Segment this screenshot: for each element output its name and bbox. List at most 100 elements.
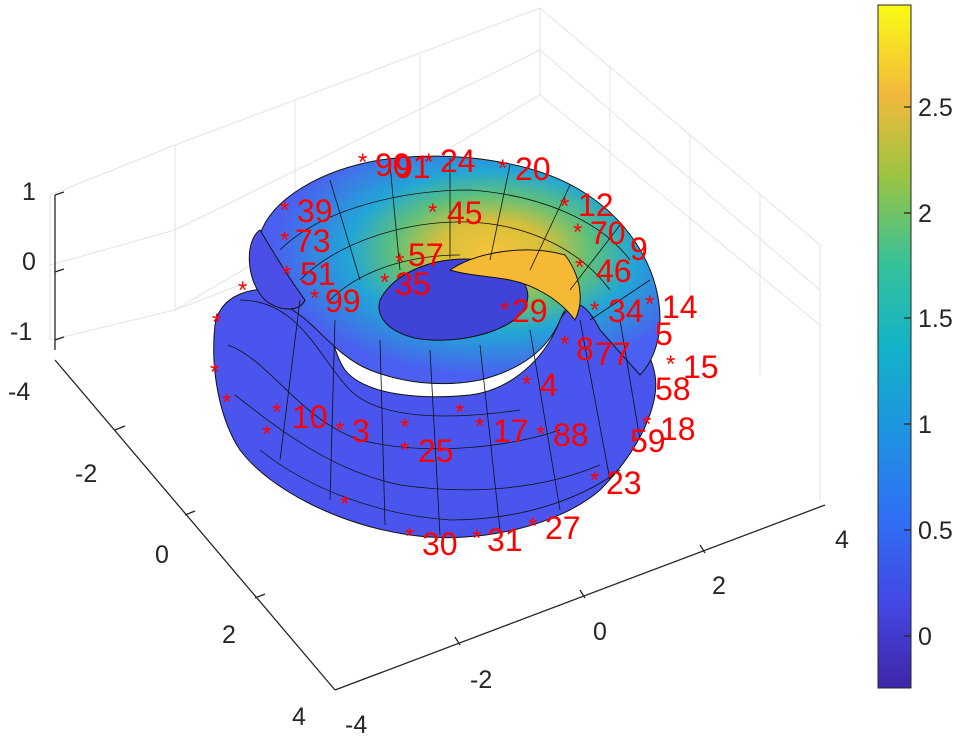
point-marker: * [498,155,507,182]
surface-mesh [227,158,651,536]
point-label: 59 [630,423,666,459]
point-marker: * [400,414,409,441]
point-label: 4 [540,367,558,403]
surface-inner-ridge [448,249,581,321]
point-label: 30 [422,526,458,562]
colorbar-gradient [877,4,912,689]
point-label: 5 [655,316,673,352]
point-label: 90 [375,147,411,183]
point-marker: * [340,491,349,518]
point-label: 29 [512,293,548,329]
point-marker: * [238,277,247,304]
point-marker: * [405,523,414,550]
point-marker: * [475,413,484,440]
point-label: 24 [440,143,476,179]
point-marker: * [536,421,545,448]
point-label: 70 [590,215,626,251]
point-marker: * [280,197,289,224]
point-marker: * [666,351,675,378]
point-label: 99 [325,283,361,319]
point-marker: * [210,359,219,386]
point-label: 12 [578,187,614,223]
surface-inner-hole [378,258,529,341]
z-tick-label: 1 [22,178,36,206]
point-label: 25 [418,433,454,469]
point-labels: * 24 * 90 91 * 20 * 12 * 39 * 70 9 * 73 * 45 * 51… [210,143,719,562]
point-marker: * [358,149,367,176]
point-label: 23 [606,465,642,501]
point-marker: * [500,297,509,324]
point-marker: * [282,261,291,288]
y-tick-label: 2 [222,621,236,649]
point-label: 10 [292,399,328,435]
x-tick-label: 2 [712,572,726,600]
point-marker: * [400,437,409,464]
y-tick-label: 4 [292,703,306,731]
point-label: 27 [545,510,581,546]
point-marker: * [272,399,281,426]
point-label: 3 [352,413,370,449]
point-marker: * [590,467,599,494]
x-tick-label: -2 [470,666,492,694]
point-label: 77 [595,336,631,372]
point-marker: * [310,285,319,312]
point-label: 58 [655,371,691,407]
surface [213,155,661,539]
point-marker: * [455,399,464,426]
point-label: 46 [596,253,632,289]
point-label: 39 [297,193,333,229]
colorbar: 0 0.5 1 1.5 2 2.5 [877,4,953,689]
x-tick-label: 4 [835,526,849,554]
point-marker: * [335,417,344,444]
point-label: 31 [487,522,523,558]
point-label: 45 [447,195,483,231]
point-label: 91 [395,149,431,185]
point-label: 57 [408,237,444,273]
x-tick-label: -4 [345,711,367,739]
point-marker: * [560,193,569,220]
point-marker: * [560,331,569,358]
y-tick-label: 0 [155,541,169,569]
point-marker: * [262,421,271,448]
point-label: 15 [683,349,719,385]
point-label: 34 [608,293,644,329]
point-label: 35 [395,266,431,302]
y-tick-label: -2 [75,460,97,488]
colorbar-tick-label: 2.5 [918,94,953,122]
point-marker: * [424,149,433,176]
point-label: 14 [662,289,698,325]
z-tick-label: -1 [10,318,32,346]
point-marker: * [212,309,221,336]
point-marker: * [222,389,231,416]
point-label: 88 [553,417,589,453]
point-label: 8 [576,331,594,367]
z-tick-label: 0 [22,248,36,276]
point-marker: * [280,227,289,254]
x-tick-label: 0 [593,618,607,646]
y-tick-labels: -4 -2 0 2 4 [8,378,306,731]
z-tick-labels: 1 0 -1 [10,178,36,346]
point-marker: * [573,219,582,246]
colorbar-tick-label: 1 [918,411,932,439]
colorbar-tick-label: 2 [918,200,932,228]
point-marker: * [575,254,584,281]
axes-lines [54,191,826,691]
point-marker: * [528,513,537,540]
point-label: 51 [300,256,336,292]
point-marker: * [428,199,437,226]
colorbar-tick-label: 0 [918,623,932,651]
point-marker: * [642,411,651,438]
colorbar-tick-label: 0.5 [918,517,953,545]
point-label: 17 [493,413,529,449]
y-tick-label: -4 [8,378,30,406]
colorbar-tick-label: 1.5 [918,305,953,333]
point-label: 9 [630,231,648,267]
point-label: 73 [295,223,331,259]
x-tick-labels: -4 -2 0 2 4 [345,526,849,739]
point-marker: * [645,291,654,318]
point-label: 18 [660,411,696,447]
point-marker: * [590,297,599,324]
point-marker: * [472,525,481,552]
surface-left-lobe [248,229,306,310]
